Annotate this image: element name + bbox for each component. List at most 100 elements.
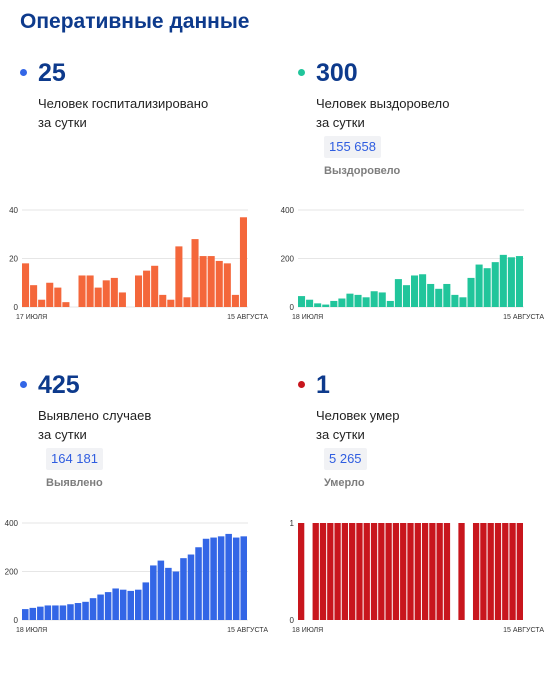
chart-bar: [82, 601, 89, 620]
chart-bar: [491, 262, 499, 307]
chart-bar: [52, 605, 59, 620]
chart-bar: [135, 275, 143, 307]
chart-bar: [207, 256, 215, 307]
chart-bar: [322, 304, 330, 307]
chart-bar: [306, 299, 314, 307]
chart-bar: [102, 280, 110, 307]
recovered-total-badge: 155 658: [324, 136, 381, 158]
hospitalized-panel: 25 Человек госпитализировано за сутки: [20, 58, 296, 368]
chart-bar: [483, 268, 491, 307]
chart-bar: [44, 605, 52, 620]
chart-bar: [118, 292, 126, 307]
chart-bar: [225, 533, 232, 620]
chart-bar: [475, 264, 483, 307]
chart-bar: [443, 283, 451, 307]
y-tick-label: 0: [290, 616, 295, 625]
x-start-label: 18 ИЮЛЯ: [292, 627, 323, 634]
chart-bar: [119, 589, 127, 620]
recovered-description: Человек выздоровело за сутки: [316, 94, 536, 132]
y-tick-label: 400: [281, 206, 295, 215]
chart-bar: [378, 292, 386, 307]
chart-bar: [59, 605, 67, 620]
chart-bar: [143, 270, 151, 308]
deaths-total-badge: 5 265: [324, 448, 367, 470]
x-end-label: 15 АВГУСТА: [503, 627, 544, 634]
x-start-label: 17 ИЮЛЯ: [16, 314, 47, 321]
chart-bar: [46, 282, 54, 307]
detected-dot: [20, 381, 27, 388]
chart-bar: [172, 571, 180, 620]
chart-bar: [411, 275, 419, 307]
recovered-line1: Человек выздоровело: [316, 96, 450, 111]
y-tick-label: 1: [290, 519, 295, 528]
hospitalized-line2: за сутки: [38, 115, 87, 130]
chart-bar: [443, 523, 451, 620]
chart-bar: [180, 558, 187, 620]
chart-bar: [37, 606, 44, 620]
chart-bar: [436, 523, 443, 620]
chart-bar: [223, 263, 231, 307]
chart-bar: [165, 567, 172, 620]
chart-bar: [414, 523, 421, 620]
chart-bar: [54, 287, 62, 307]
chart-bar: [386, 300, 394, 307]
page-title: Оперативные данные: [20, 10, 250, 33]
chart-bar: [22, 609, 29, 620]
chart-bar: [451, 294, 459, 308]
chart-bar: [239, 217, 247, 307]
chart-bar: [363, 523, 370, 620]
chart-bar: [467, 277, 475, 307]
chart-bar: [472, 523, 480, 620]
chart-bar: [370, 523, 378, 620]
chart-bar: [175, 246, 183, 308]
deaths-total-label: Умерло: [324, 477, 365, 489]
chart-bar: [499, 254, 507, 307]
chart-bar: [362, 297, 370, 307]
chart-bar: [78, 275, 86, 307]
chart-bar: [240, 536, 247, 620]
chart-bar: [104, 592, 112, 620]
chart-bar: [110, 277, 118, 307]
y-tick-label: 20: [9, 255, 18, 264]
chart-bar: [480, 523, 487, 620]
chart-bar: [394, 279, 402, 307]
chart-bar: [191, 239, 199, 307]
recovered-chart: 0 200 400 18 ИЮЛЯ 15 АВГУСТА: [281, 206, 545, 321]
x-start-label: 18 ИЮЛЯ: [16, 627, 47, 634]
chart-bar: [112, 588, 119, 620]
chart-bar: [509, 523, 516, 620]
chart-bar: [400, 523, 407, 620]
y-tick-label: 400: [5, 519, 19, 528]
detected-total-badge: 164 181: [46, 448, 103, 470]
chart-bar: [435, 288, 443, 307]
deaths-line2: за сутки: [316, 427, 365, 442]
chart-bar: [38, 299, 46, 307]
chart-bar: [354, 294, 362, 308]
chart-bar: [341, 523, 349, 620]
chart-bar: [167, 299, 175, 307]
chart-bar: [127, 590, 134, 620]
chart-bar: [89, 598, 97, 620]
chart-bar: [74, 603, 82, 620]
chart-bar: [458, 523, 465, 620]
chart-bar: [392, 523, 400, 620]
chart-bar: [314, 303, 322, 307]
chart-bar: [62, 302, 70, 307]
chart-bar: [231, 294, 239, 308]
x-end-label: 15 АВГУСТА: [227, 314, 268, 321]
chart-bar: [378, 523, 385, 620]
chart-bar: [187, 554, 195, 620]
y-tick-label: 0: [290, 303, 295, 312]
chart-bar: [135, 589, 142, 620]
y-tick-label: 200: [281, 255, 295, 264]
hospitalized-line1: Человек госпитализировано: [38, 96, 209, 111]
chart-bar: [232, 537, 240, 620]
recovered-panel: 300 Человек выздоровело за сутки 155 658…: [298, 58, 552, 368]
y-tick-label: 40: [9, 206, 18, 215]
chart-bar: [202, 538, 210, 620]
x-end-label: 15 АВГУСТА: [503, 314, 544, 321]
chart-bar: [407, 523, 414, 620]
deaths-line1: Человек умер: [316, 408, 400, 423]
chart-bar: [30, 285, 38, 307]
chart-bar: [150, 565, 157, 620]
